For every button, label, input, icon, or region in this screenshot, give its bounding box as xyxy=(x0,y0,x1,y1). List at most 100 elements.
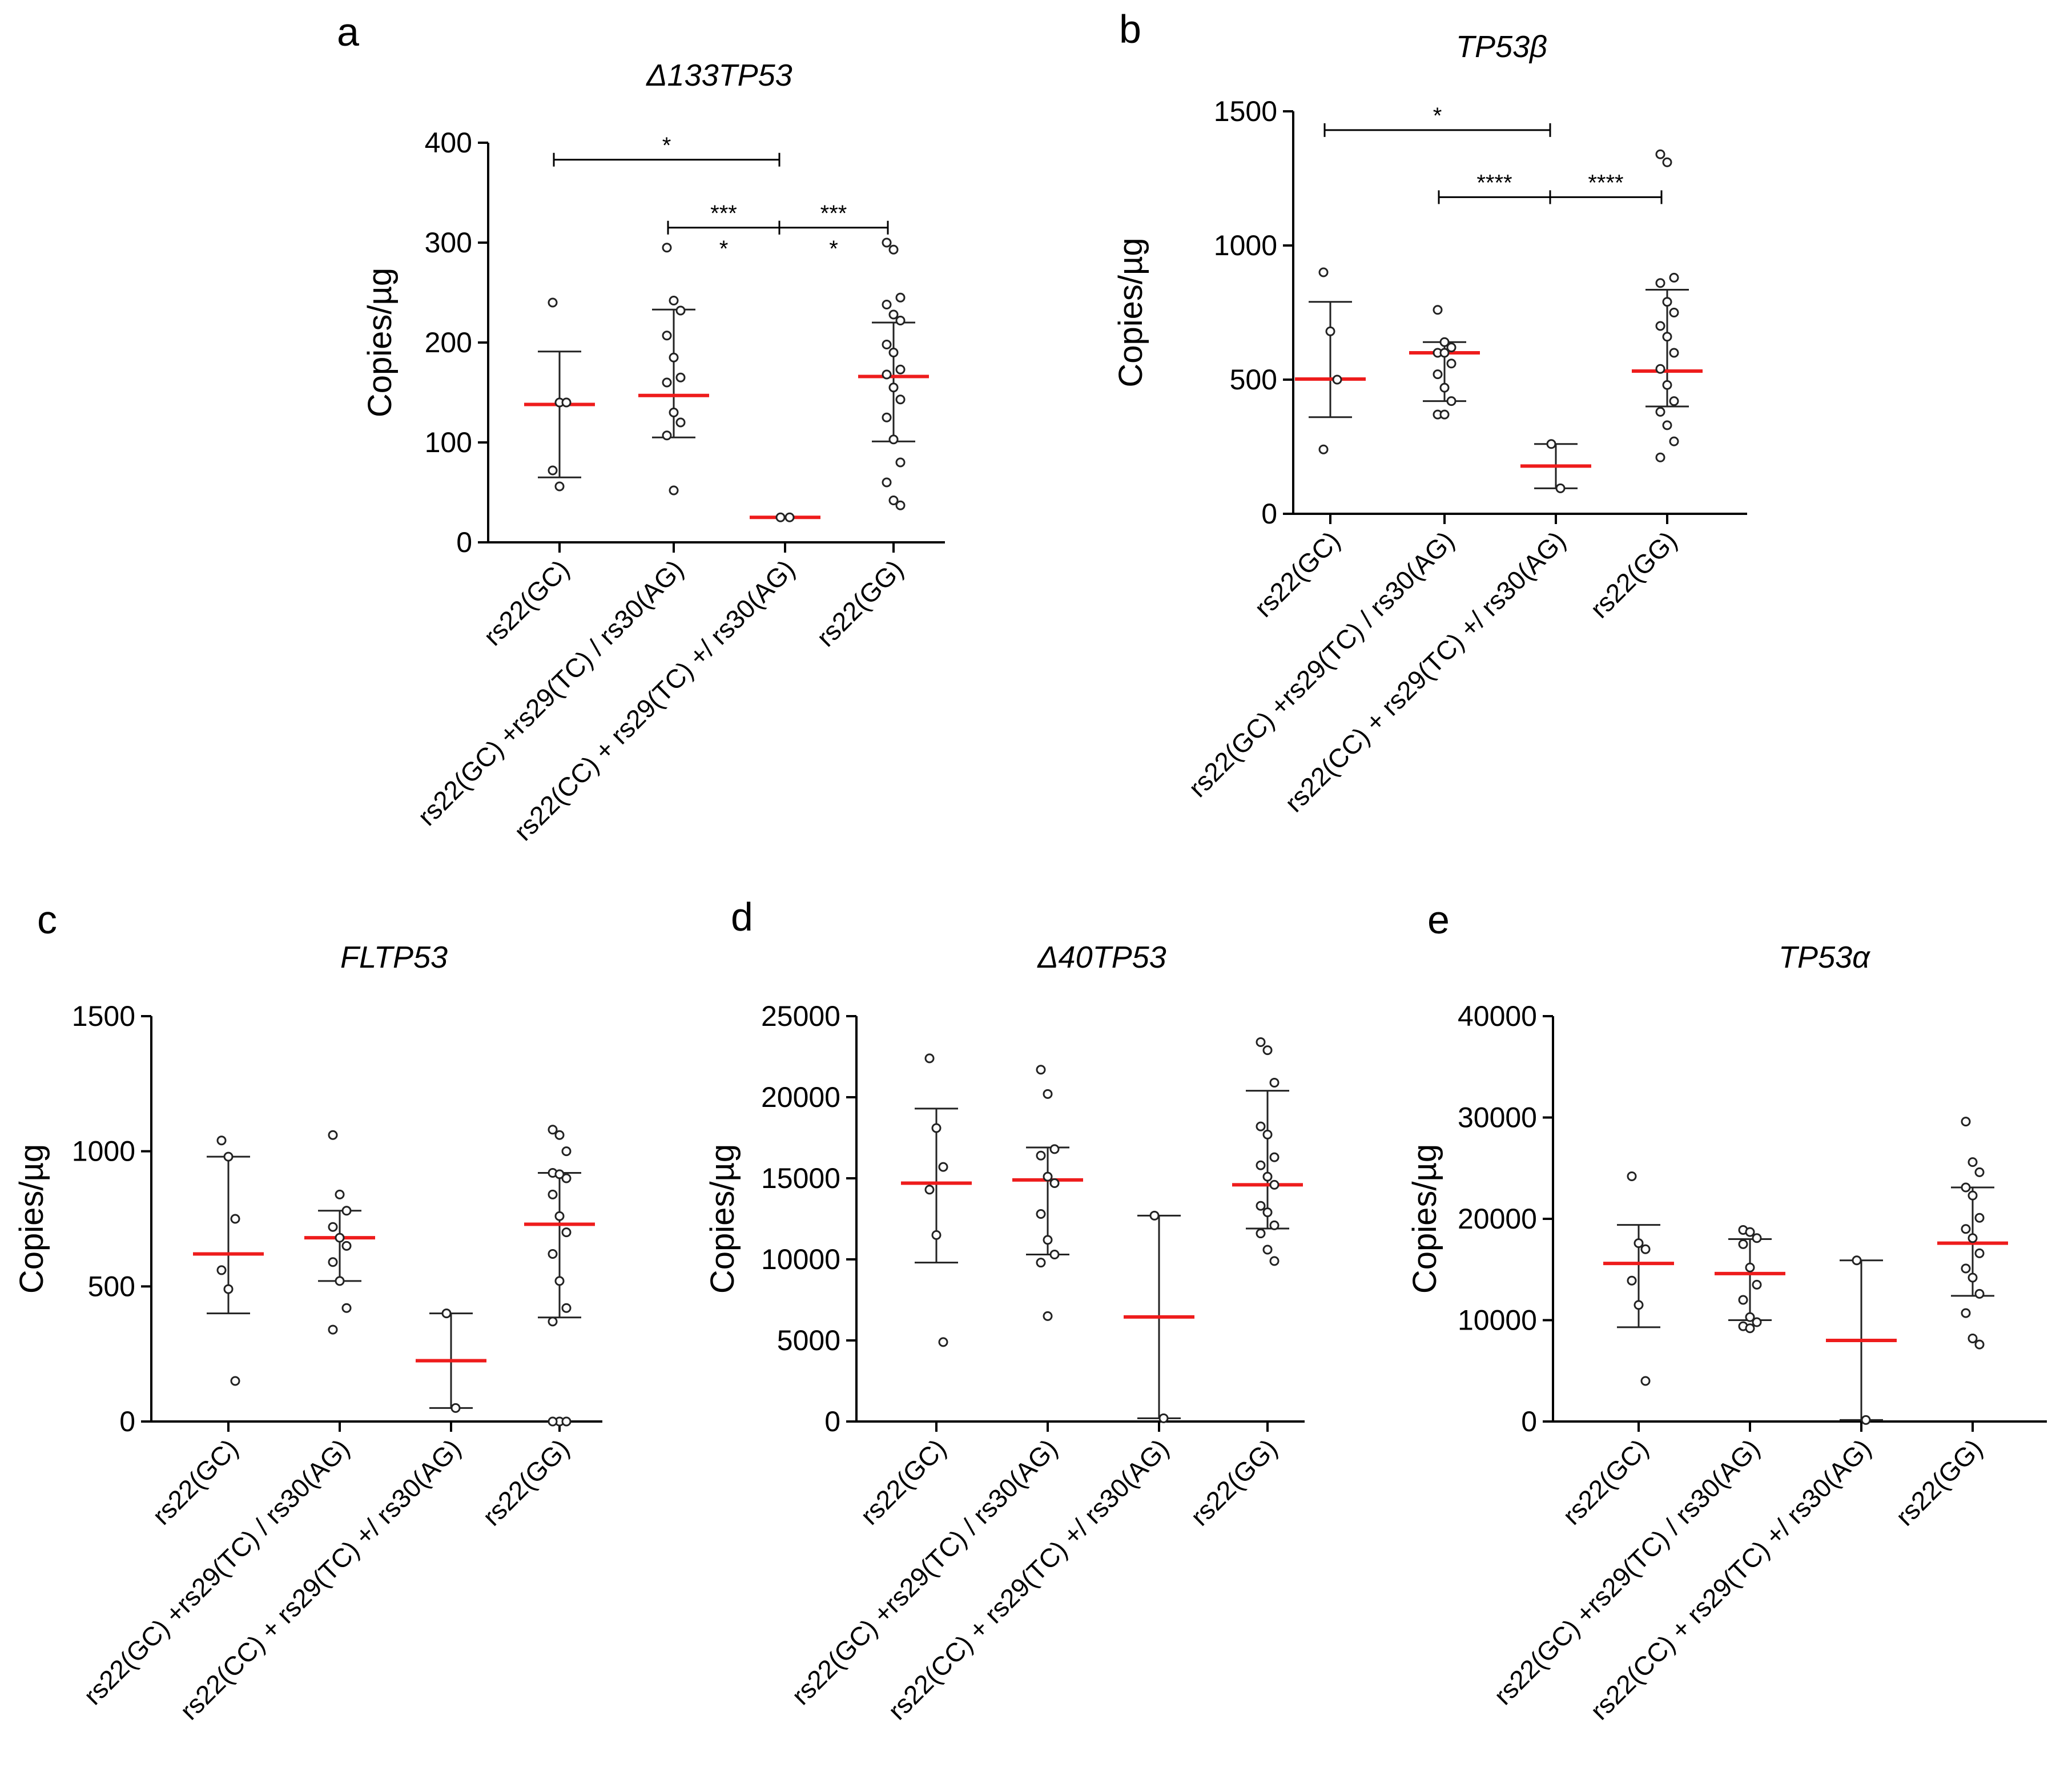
data-point xyxy=(1745,1262,1755,1272)
data-point xyxy=(441,1308,452,1319)
data-point xyxy=(1439,382,1450,393)
data-point xyxy=(230,1214,240,1224)
y-tick-label: 15000 xyxy=(761,1162,840,1194)
data-point xyxy=(1043,1089,1053,1099)
data-point xyxy=(1655,364,1665,374)
data-point xyxy=(1546,439,1556,449)
data-point xyxy=(1318,444,1329,454)
data-point xyxy=(675,372,686,382)
y-tick-label: 30000 xyxy=(1458,1102,1537,1134)
significance-label: * xyxy=(1433,103,1442,128)
y-tick-label: 500 xyxy=(1230,364,1277,396)
data-point xyxy=(328,1130,338,1140)
x-tick-label: rs22(GG) xyxy=(1890,1433,1988,1531)
data-point xyxy=(1752,1279,1762,1290)
data-point xyxy=(1318,267,1329,277)
data-point xyxy=(1043,1171,1053,1182)
data-point xyxy=(1149,1210,1160,1221)
data-point xyxy=(341,1303,352,1313)
data-point xyxy=(895,364,906,374)
data-point xyxy=(561,1227,572,1238)
data-point xyxy=(1662,420,1672,430)
y-tick-label: 200 xyxy=(425,327,472,359)
data-point xyxy=(223,1284,234,1294)
data-point xyxy=(1043,1235,1053,1245)
chart-title: TP53α xyxy=(1779,940,1871,974)
data-point xyxy=(895,500,906,510)
data-point xyxy=(1256,1121,1266,1131)
data-point xyxy=(1745,1227,1755,1237)
data-point xyxy=(1669,436,1679,446)
chart-title: Δ40TP53 xyxy=(1036,940,1166,974)
data-point xyxy=(561,1303,572,1313)
y-tick-label: 1500 xyxy=(72,1000,135,1032)
data-point xyxy=(548,1316,558,1327)
data-point xyxy=(1655,406,1665,417)
data-point xyxy=(1961,1308,1971,1318)
data-point xyxy=(548,465,558,476)
significance-label: * xyxy=(662,133,671,158)
data-point xyxy=(882,300,892,309)
y-tick-label: 400 xyxy=(425,127,472,159)
data-point xyxy=(1745,1312,1755,1322)
y-tick-label: 20000 xyxy=(1458,1203,1537,1235)
data-point xyxy=(1325,326,1335,336)
data-point xyxy=(1049,1178,1060,1189)
data-point xyxy=(895,292,906,303)
data-point xyxy=(1262,1245,1273,1255)
data-point xyxy=(1662,380,1672,390)
data-point xyxy=(888,309,899,320)
data-point xyxy=(669,352,679,363)
x-tick-label: rs22(GG) xyxy=(1584,525,1683,623)
data-point xyxy=(1968,1233,1978,1243)
x-tick-label: rs22(GC) xyxy=(1249,525,1346,623)
data-point xyxy=(1655,278,1665,288)
significance-label: **** xyxy=(1588,170,1623,195)
data-point xyxy=(1669,396,1679,406)
data-point xyxy=(882,237,892,248)
y-tick-label: 5000 xyxy=(777,1324,840,1356)
data-point xyxy=(1262,1171,1273,1182)
data-point xyxy=(1968,1272,1978,1283)
data-point xyxy=(895,457,906,468)
data-point xyxy=(1446,343,1457,353)
y-tick-label: 25000 xyxy=(761,1000,840,1032)
x-tick-label: rs22(GC) xyxy=(478,554,576,651)
data-point xyxy=(1655,149,1665,159)
y-axis-label: Copies/µg xyxy=(704,1144,741,1294)
y-tick-label: 0 xyxy=(1261,498,1277,530)
chart-panel-a: a Δ133TP53 Copies/µg 0 100 200 300 400 rs22(GC) r… xyxy=(337,10,945,846)
y-tick-label: 500 xyxy=(88,1270,135,1302)
panel-letter: d xyxy=(731,895,753,939)
data-point xyxy=(1752,1233,1762,1243)
data-point xyxy=(450,1403,461,1413)
significance-label: **** xyxy=(1476,170,1512,195)
data-point xyxy=(328,1324,338,1335)
data-point xyxy=(1752,1317,1762,1327)
data-point xyxy=(1256,1037,1266,1047)
data-point xyxy=(882,340,892,349)
data-point xyxy=(1036,1150,1046,1161)
data-point xyxy=(931,1230,942,1240)
significance-label: *** xyxy=(710,201,737,226)
y-axis-label: Copies/µg xyxy=(13,1144,50,1294)
data-point xyxy=(1433,305,1443,315)
data-point xyxy=(1446,359,1457,369)
data-point xyxy=(554,1211,565,1221)
data-point xyxy=(1662,297,1672,307)
data-point xyxy=(1640,1244,1651,1254)
chart-panel-c: c FLTP53 Copies/µg 0 500 1000 1500 rs22(GC) rs22… xyxy=(13,897,602,1725)
y-tick-label: 1000 xyxy=(72,1135,135,1167)
data-point xyxy=(548,1189,558,1199)
data-point xyxy=(1256,1229,1266,1239)
data-point xyxy=(230,1376,240,1386)
data-point xyxy=(1961,1263,1971,1274)
data-point xyxy=(784,512,795,522)
y-axis-label: Copies/µg xyxy=(1406,1144,1443,1294)
data-point xyxy=(1262,1207,1273,1218)
panel-letter: a xyxy=(337,10,359,54)
data-point xyxy=(1640,1376,1651,1386)
data-point xyxy=(554,1130,565,1140)
significance-label-secondary: * xyxy=(719,236,729,261)
data-point xyxy=(1968,1333,1978,1343)
